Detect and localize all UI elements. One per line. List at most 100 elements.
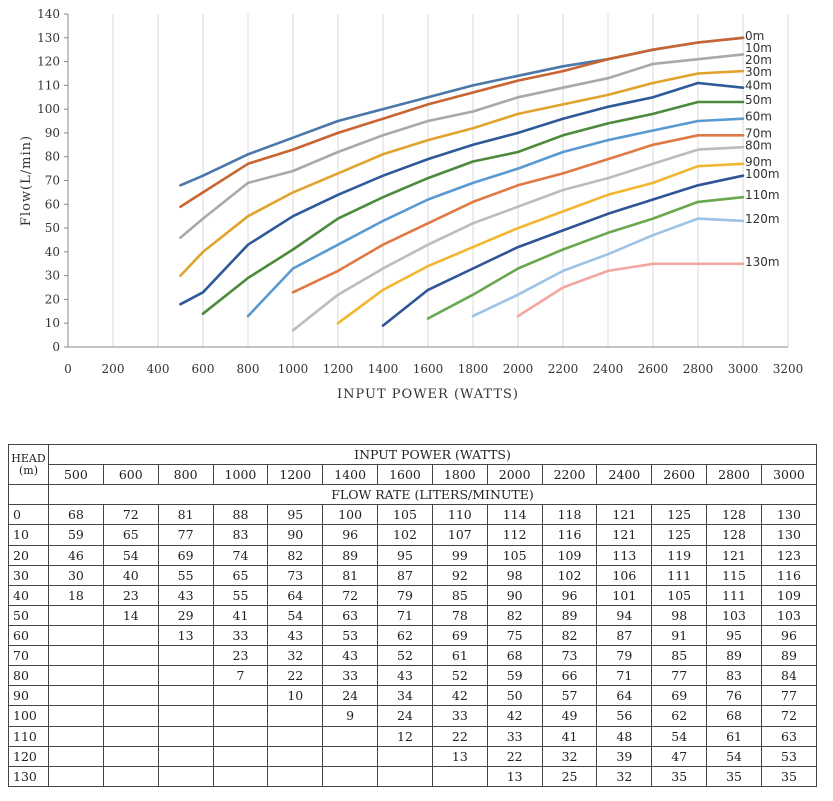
- flow-value-cell: 96: [322, 524, 379, 546]
- data-point: [426, 222, 430, 225]
- series-label-80m: 80m: [745, 138, 772, 152]
- flow-value-cell: 96: [760, 624, 818, 647]
- data-point: [179, 236, 182, 239]
- flow-value-cell: [267, 725, 324, 747]
- flow-value-cell: 30: [48, 564, 104, 586]
- flow-value-cell: [212, 685, 269, 707]
- flow-value-cell: 99: [431, 544, 488, 566]
- flow-value-cell: 52: [431, 665, 488, 687]
- flow-value-cell: 24: [322, 685, 379, 707]
- power-column-header: 1200: [267, 464, 324, 486]
- x-tick-label: 1000: [278, 362, 309, 376]
- flow-value-cell: 81: [157, 504, 214, 526]
- data-point: [696, 200, 700, 204]
- head-value-cell: 0: [8, 504, 49, 526]
- chart-axes: 0 200 400 600 800 1000 1200 1400 1600 1800 2000 220…: [37, 7, 803, 376]
- flow-value-cell: 32: [541, 745, 598, 767]
- data-point: [381, 134, 385, 137]
- data-point: [651, 81, 655, 85]
- flow-value-cell: 95: [377, 544, 433, 566]
- flow-value-cell: 72: [102, 504, 159, 526]
- flow-value-cell: 83: [212, 524, 269, 546]
- data-point: [381, 107, 385, 111]
- series-line-30m: [179, 69, 745, 277]
- flow-value-cell: 7: [212, 665, 269, 687]
- chart-series: [179, 36, 745, 332]
- chart-gridlines: [67, 14, 789, 347]
- series-label-90m: 90m: [745, 155, 772, 169]
- flow-value-cell: 10: [267, 685, 324, 707]
- flow-value-cell: 9: [322, 705, 379, 727]
- power-column-header: 1000: [212, 464, 269, 486]
- data-point: [291, 191, 295, 194]
- flow-value-cell: 56: [596, 705, 653, 727]
- flow-value-cell: 115: [706, 564, 762, 586]
- data-point: [381, 324, 385, 327]
- data-point: [696, 100, 700, 104]
- data-point: [561, 210, 565, 213]
- head-value-cell: 130: [8, 765, 49, 788]
- data-point: [651, 96, 655, 99]
- data-point: [291, 214, 295, 218]
- flow-value-cell: [48, 745, 104, 767]
- data-point: [561, 229, 565, 232]
- flow-value-cell: [267, 705, 324, 727]
- flow-value-cell: 128: [706, 524, 762, 546]
- data-point: [426, 288, 430, 292]
- blank-cell: [8, 484, 49, 506]
- flow-value-cell: 94: [596, 604, 653, 626]
- flow-value-cell: 12: [377, 725, 433, 747]
- flow-value-cell: 68: [486, 645, 543, 667]
- series-label-0m: 0m: [745, 29, 764, 43]
- flow-value-cell: [102, 624, 159, 647]
- flow-value-cell: [267, 765, 324, 788]
- x-tick-label: 1200: [323, 362, 354, 376]
- flow-value-cell: 43: [267, 624, 324, 647]
- flow-value-cell: 71: [596, 665, 653, 687]
- flow-value-cell: 40: [102, 564, 159, 586]
- flow-value-cell: 113: [596, 544, 653, 566]
- flow-value-cell: 82: [541, 624, 598, 647]
- power-column-header: 1600: [377, 464, 433, 486]
- data-point: [471, 181, 475, 185]
- series-label-60m: 60m: [745, 110, 772, 124]
- data-point: [426, 198, 430, 201]
- flow-value-cell: 73: [267, 564, 324, 586]
- data-point: [606, 253, 610, 256]
- data-point: [246, 276, 250, 280]
- flow-value-cell: 33: [212, 624, 269, 647]
- x-tick-label: 1600: [413, 362, 444, 376]
- table-row: 110 12 22 33 41 48 54 61 63: [8, 725, 818, 747]
- data-point: [516, 74, 520, 78]
- flow-value-cell: 33: [322, 665, 379, 687]
- data-point: [741, 146, 745, 149]
- data-point: [426, 157, 430, 161]
- table-row: 80 7 22 33 43 52 59 66 71 77 83 84: [8, 665, 818, 687]
- flow-value-cell: [102, 645, 159, 667]
- flow-value-cell: 50: [486, 685, 543, 707]
- head-value-cell: 100: [8, 705, 49, 727]
- data-point: [201, 174, 205, 177]
- data-point: [471, 200, 475, 204]
- data-point: [246, 314, 250, 318]
- flow-value-cell: [157, 725, 214, 747]
- head-value-cell: 110: [8, 725, 49, 747]
- flow-value-cell: 118: [541, 504, 598, 526]
- data-point: [426, 119, 430, 123]
- flow-value-cell: 100: [322, 504, 379, 526]
- data-point: [179, 302, 182, 306]
- flow-value-cell: 85: [651, 645, 708, 667]
- data-point: [696, 119, 700, 123]
- data-point: [651, 48, 655, 51]
- x-tick-label: 0: [64, 362, 72, 376]
- y-tick-label: 120: [37, 55, 60, 69]
- flow-value-cell: [157, 685, 214, 707]
- flow-value-cell: 95: [706, 624, 762, 647]
- data-point: [606, 77, 610, 80]
- flow-value-cell: 54: [706, 745, 762, 767]
- x-tick-label: 200: [102, 362, 125, 376]
- data-point: [651, 162, 655, 166]
- data-point: [471, 245, 475, 249]
- series-line-130m: [516, 262, 745, 318]
- data-point: [471, 314, 475, 318]
